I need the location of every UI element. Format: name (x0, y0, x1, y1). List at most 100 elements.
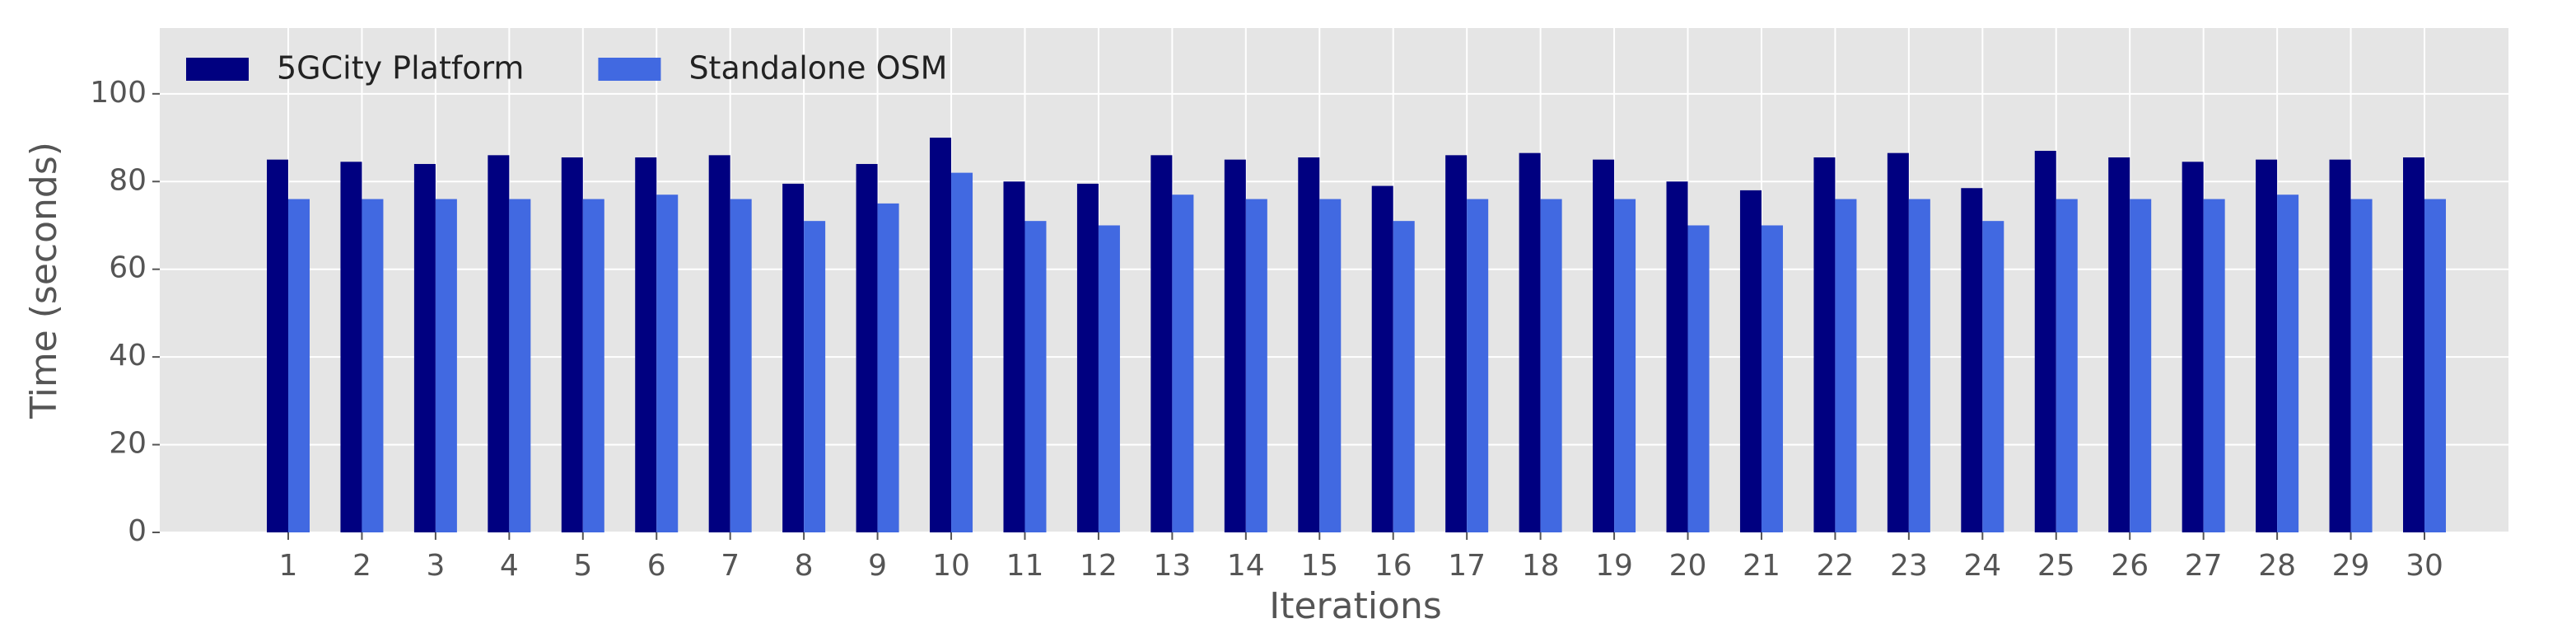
x-tick-label: 3 (426, 549, 445, 583)
bar (730, 199, 752, 532)
legend-label: Standalone OSM (688, 50, 947, 87)
bar (951, 172, 973, 533)
bar (656, 194, 679, 533)
x-tick-label: 15 (1300, 549, 1338, 583)
bar (340, 162, 362, 532)
bar (1393, 221, 1415, 532)
bar (708, 155, 730, 532)
bar (1076, 183, 1099, 532)
x-tick-label: 1 (279, 549, 298, 583)
bar (1908, 199, 1930, 532)
x-tick-label: 20 (1669, 549, 1707, 583)
bar (2056, 199, 2078, 532)
x-tick-label: 19 (1595, 549, 1633, 583)
bar (2403, 157, 2424, 532)
bar (1224, 159, 1246, 533)
bar (782, 183, 805, 532)
legend-swatch (186, 58, 249, 81)
bar (2350, 199, 2373, 532)
x-tick-label: 30 (2406, 549, 2443, 583)
x-tick-label: 25 (2037, 549, 2075, 583)
bar (509, 199, 531, 532)
x-tick-label: 7 (721, 549, 740, 583)
bar (1445, 155, 1468, 532)
x-tick-label: 6 (647, 549, 666, 583)
y-tick-label: 100 (90, 76, 147, 110)
bar (1982, 221, 2004, 532)
bar (288, 199, 310, 532)
x-tick-label: 17 (1448, 549, 1486, 583)
bar (1835, 199, 1857, 532)
y-tick-label: 80 (109, 163, 147, 197)
bar (1687, 225, 1710, 532)
bar (561, 157, 583, 532)
x-tick-label: 4 (500, 549, 519, 583)
bar (2203, 199, 2225, 532)
legend-label: 5GCity Platform (277, 50, 524, 87)
bar (1245, 199, 1267, 532)
bar (413, 163, 436, 532)
bar (1098, 225, 1120, 532)
x-tick-label: 21 (1743, 549, 1780, 583)
bar (2108, 157, 2130, 532)
bar (1666, 181, 1688, 532)
bar (1150, 155, 1173, 532)
x-tick-label: 10 (932, 549, 970, 583)
bar (435, 199, 457, 532)
x-tick-label: 24 (1963, 549, 2001, 583)
x-tick-label: 16 (1374, 549, 1412, 583)
bar (1813, 157, 1836, 532)
x-tick-label: 11 (1006, 549, 1044, 583)
bar (804, 221, 826, 532)
y-tick-label: 60 (109, 251, 147, 285)
x-tick-label: 2 (352, 549, 371, 583)
bar (1319, 199, 1342, 532)
bar (1739, 190, 1762, 532)
bar (2130, 199, 2152, 532)
bar (856, 163, 878, 532)
bar (1467, 199, 1489, 532)
x-tick-label: 26 (2111, 549, 2149, 583)
bar (2424, 199, 2446, 532)
x-axis-label: Iterations (1269, 585, 1442, 627)
bar (2256, 159, 2278, 533)
x-tick-label: 12 (1080, 549, 1118, 583)
bar (488, 155, 510, 532)
bar (2277, 194, 2299, 533)
bar (1887, 152, 1909, 533)
bar (2329, 159, 2351, 533)
y-axis-label: Time (seconds) (23, 142, 65, 419)
bar (877, 203, 899, 532)
x-tick-label: 22 (1817, 549, 1855, 583)
bar (267, 159, 288, 533)
x-tick-label: 14 (1227, 549, 1265, 583)
x-tick-label: 5 (573, 549, 592, 583)
x-tick-label: 8 (795, 549, 814, 583)
bar (930, 138, 952, 533)
bar (2182, 162, 2204, 532)
bar (1371, 185, 1393, 532)
bar (362, 199, 384, 532)
legend-swatch (598, 58, 661, 81)
y-tick-label: 40 (109, 339, 147, 373)
bar (1540, 199, 1562, 532)
bar (1003, 181, 1025, 532)
x-tick-label: 27 (2185, 549, 2223, 583)
bar (1593, 159, 1615, 533)
x-tick-label: 9 (868, 549, 887, 583)
bar (582, 199, 604, 532)
bar (1298, 157, 1320, 532)
bar (1961, 188, 1983, 533)
x-tick-label: 18 (1522, 549, 1560, 583)
bar (1172, 194, 1194, 533)
x-tick-label: 23 (1890, 549, 1928, 583)
bar (1519, 152, 1541, 533)
x-tick-label: 29 (2332, 549, 2370, 583)
y-tick-label: 0 (128, 514, 147, 548)
bar (2034, 151, 2056, 532)
x-tick-label: 28 (2258, 549, 2296, 583)
x-tick-label: 13 (1153, 549, 1191, 583)
bar (1614, 199, 1636, 532)
bar (1024, 221, 1047, 532)
